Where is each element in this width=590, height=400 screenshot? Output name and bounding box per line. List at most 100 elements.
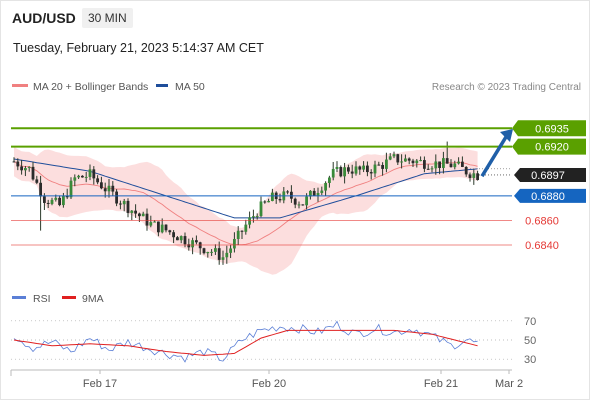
candle-body bbox=[244, 224, 248, 232]
candle-body bbox=[290, 191, 293, 199]
credit: Research © 2023 Trading Central bbox=[432, 82, 581, 93]
pivot-label: 0.6880 bbox=[531, 191, 565, 203]
legend-9ma: 9MA bbox=[82, 293, 104, 305]
candle-body bbox=[27, 166, 31, 169]
candle-body bbox=[134, 210, 137, 214]
candle-body bbox=[278, 199, 282, 201]
candle-body bbox=[411, 160, 415, 164]
x-tick-label: Feb 20 bbox=[252, 378, 286, 390]
candle-body bbox=[464, 166, 468, 175]
legend-rsi: RSI bbox=[33, 293, 51, 305]
timeframe-badge[interactable]: 30 MIN bbox=[82, 8, 133, 28]
candle-body bbox=[225, 252, 229, 258]
candle-body bbox=[320, 190, 324, 194]
candle-body bbox=[43, 196, 46, 203]
candle-body bbox=[107, 185, 111, 192]
candle-body bbox=[96, 178, 99, 183]
candle-body bbox=[115, 191, 118, 204]
candle-body bbox=[73, 177, 77, 181]
candle-body bbox=[236, 230, 240, 239]
resistance-label: 0.6920 bbox=[535, 142, 569, 154]
candle-body bbox=[297, 204, 301, 206]
candle-body bbox=[12, 161, 16, 163]
candle-body bbox=[423, 160, 426, 169]
candle-body bbox=[77, 175, 80, 178]
candle-body bbox=[252, 216, 255, 218]
support-label: 0.6840 bbox=[525, 240, 559, 252]
candle-body bbox=[233, 238, 236, 249]
candle-body bbox=[396, 154, 400, 163]
candle-body bbox=[149, 222, 153, 226]
candle-body bbox=[415, 160, 419, 164]
last-price-box bbox=[514, 167, 586, 182]
candle-body bbox=[438, 161, 441, 168]
candle-body bbox=[347, 167, 350, 172]
candle-body bbox=[453, 163, 457, 168]
candle-body bbox=[176, 237, 179, 241]
candle-body bbox=[130, 210, 134, 213]
candle-body bbox=[126, 200, 130, 213]
candle-body bbox=[65, 195, 69, 198]
candle-body bbox=[335, 167, 339, 169]
forecast-arrow-shaft bbox=[480, 136, 508, 178]
candle-body bbox=[35, 179, 39, 183]
candle-body bbox=[354, 166, 358, 174]
legend-swatch-ma20 bbox=[12, 84, 28, 87]
candle-body bbox=[50, 199, 54, 204]
candle-body bbox=[195, 240, 198, 243]
candle-body bbox=[69, 180, 73, 198]
candle-body bbox=[24, 168, 27, 171]
candle-body bbox=[381, 164, 384, 169]
candle-body bbox=[449, 163, 453, 168]
instrument-title: AUD/USD bbox=[12, 10, 76, 26]
bollinger-band bbox=[14, 146, 478, 275]
legend-swatch-9ma bbox=[62, 296, 76, 299]
candle-body bbox=[248, 217, 251, 225]
legend-swatch-rsi bbox=[12, 296, 26, 299]
candle-body bbox=[407, 158, 411, 161]
pivot-label-box bbox=[514, 188, 586, 203]
candle-body bbox=[172, 232, 175, 238]
candle-body bbox=[385, 159, 388, 169]
candle-body bbox=[305, 196, 308, 206]
candle-body bbox=[445, 158, 449, 164]
candle-body bbox=[316, 193, 320, 196]
candle-body bbox=[214, 248, 217, 252]
candle-body bbox=[88, 169, 92, 177]
candle-body bbox=[31, 166, 35, 180]
candle-body bbox=[54, 197, 58, 200]
candle-body bbox=[358, 166, 362, 170]
candle-body bbox=[350, 171, 354, 174]
candle-body bbox=[217, 248, 221, 260]
candle-body bbox=[293, 198, 297, 205]
support-label: 0.6860 bbox=[525, 215, 559, 227]
candle-body bbox=[168, 230, 172, 233]
candle-body bbox=[100, 182, 103, 189]
candle-body bbox=[461, 161, 464, 167]
candle-body bbox=[286, 191, 289, 193]
candle-body bbox=[84, 176, 88, 178]
candle-body bbox=[210, 251, 213, 253]
candle-body bbox=[20, 166, 23, 171]
candle-body bbox=[16, 161, 20, 167]
candle-body bbox=[400, 161, 403, 163]
candle-body bbox=[145, 213, 149, 226]
candle-body bbox=[419, 160, 422, 162]
candle-body bbox=[328, 177, 331, 183]
candle-body bbox=[141, 213, 145, 217]
resistance-label: 0.6935 bbox=[535, 123, 569, 135]
candle-body bbox=[255, 216, 259, 218]
candle-body bbox=[267, 201, 270, 203]
candle-body bbox=[263, 201, 267, 203]
candle-body bbox=[119, 203, 122, 205]
candle-body bbox=[476, 173, 479, 180]
candle-body bbox=[46, 202, 50, 204]
candle-body bbox=[312, 190, 316, 196]
candle-body bbox=[62, 195, 65, 206]
ma20-line bbox=[13, 161, 478, 246]
candle-body bbox=[58, 197, 61, 206]
candle-body bbox=[430, 168, 434, 170]
candle-body bbox=[331, 168, 335, 178]
x-tick-label: Mar 2 bbox=[495, 378, 523, 390]
